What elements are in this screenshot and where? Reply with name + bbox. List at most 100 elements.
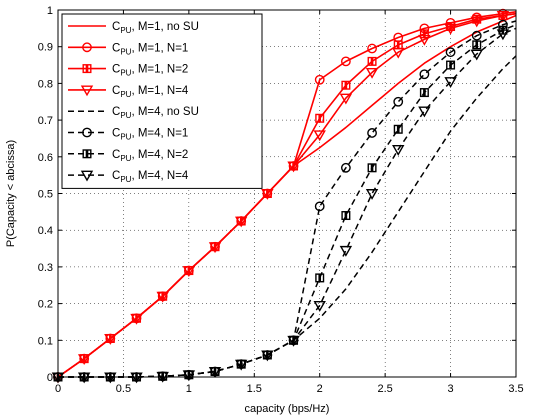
y-tick-label: 0.4 [38, 225, 53, 237]
data-point [419, 69, 430, 80]
legend-item: CPU, M=4, N=1 [68, 128, 188, 142]
series-8 [51, 27, 517, 384]
data-point [418, 34, 431, 46]
y-tick-label: 0.9 [38, 42, 53, 54]
plot-frame [57, 9, 517, 378]
x-tick-label: 3.5 [508, 383, 523, 395]
legend-box [61, 13, 263, 189]
data-point [496, 29, 510, 41]
legend-item: CPU, M=1, no SU [68, 21, 199, 35]
legend-marker [82, 42, 92, 53]
legend-marker-fill [85, 150, 89, 158]
data-point [445, 47, 456, 58]
x-tick-label: 1.5 [247, 383, 262, 395]
data-point [314, 74, 325, 85]
legend-label: CPU, M=1, N=4 [112, 85, 189, 99]
data-point [340, 162, 351, 173]
data-point [234, 359, 248, 371]
x-tick-label: 2.5 [377, 383, 392, 395]
data-point-fill [396, 41, 400, 49]
data-point [444, 77, 457, 88]
data-point-fill [370, 57, 374, 66]
data-point [208, 242, 222, 254]
data-point-fill [475, 15, 479, 23]
data-point [182, 266, 196, 277]
data-point-fill [449, 61, 452, 69]
legend-marker-fill [85, 64, 89, 73]
y-tick-label: 0.5 [38, 189, 53, 201]
data-point [393, 96, 404, 107]
legend-label: CPU, M=4, N=2 [112, 149, 188, 163]
data-point [156, 291, 169, 303]
legend-label: CPU, M=4, N=4 [112, 170, 189, 184]
data-point [261, 189, 274, 200]
legend-item: CPU, M=1, N=2 [68, 64, 188, 78]
data-point [496, 11, 510, 22]
data-point [313, 130, 326, 142]
x-tick-label: 0.5 [116, 383, 131, 395]
data-point [392, 145, 405, 156]
data-point [208, 367, 222, 378]
data-point [367, 43, 377, 54]
series-line [58, 27, 517, 378]
data-point [340, 56, 351, 67]
data-point [287, 335, 300, 347]
axis-ticks: 0 0.5 1 1.5 2 2.5 3 3.5 0 0.1 0.2 0.3 0.4 0.5 0.6 0.7 0.… [38, 5, 524, 395]
data-point-fill [318, 114, 322, 123]
x-tick-label: 3 [448, 383, 454, 395]
data-point [77, 354, 91, 366]
legend-label: CPU, M=1, N=2 [112, 64, 188, 78]
y-tick-label: 0.2 [38, 299, 53, 311]
data-point [104, 372, 117, 384]
data-point [365, 189, 379, 200]
legend: CPU, M=1, no SU CPU, M=1, N=1 CPU, M=1, N=… [61, 13, 263, 189]
data-point-fill [423, 88, 426, 97]
series-line [57, 12, 517, 378]
x-tick-label: 2 [317, 383, 323, 395]
y-tick-label: 0.1 [38, 335, 53, 347]
y-tick-label: 0.6 [38, 152, 53, 164]
x-axis-label: capacity (bps/Hz) [245, 403, 330, 415]
x-tick-label: 0 [55, 383, 61, 395]
data-point-fill [213, 367, 217, 376]
legend-item: CPU, M=1, N=4 [68, 85, 189, 99]
legend-marker [82, 127, 92, 138]
data-point [471, 30, 482, 41]
data-point-fill [370, 164, 374, 172]
data-point [470, 49, 483, 61]
legend-label: CPU, M=4, no SU [112, 106, 199, 120]
data-point [104, 334, 117, 345]
data-point-fill [475, 41, 479, 49]
y-tick-label: 0.3 [38, 262, 53, 274]
data-point [339, 93, 353, 105]
data-point-fill [318, 274, 322, 282]
legend-item: CPU, M=4, no SU [68, 106, 199, 120]
legend-item: CPU, M=4, N=4 [68, 170, 189, 184]
legend-label: CPU, M=1, N=1 [112, 42, 188, 56]
y-tick-label: 0 [47, 372, 53, 384]
data-point [365, 67, 379, 79]
series-4 [51, 11, 517, 384]
legend-label: CPU, M=4, N=1 [112, 128, 188, 142]
data-point [367, 128, 377, 138]
data-point [130, 372, 143, 384]
legend-marker [80, 170, 94, 182]
y-tick-label: 0.8 [38, 78, 53, 90]
data-point [313, 300, 326, 312]
data-point-fill [344, 211, 348, 220]
data-point [418, 106, 431, 118]
data-point-fill [396, 125, 400, 134]
x-tick-label: 1 [186, 383, 192, 395]
data-point [444, 23, 457, 35]
data-point [287, 161, 300, 173]
data-point-fill [449, 22, 452, 31]
data-point-fill [423, 30, 426, 38]
y-tick-label: 1 [47, 5, 53, 17]
data-point [234, 216, 248, 228]
legend-item: CPU, M=1, N=1 [68, 42, 188, 56]
legend-marker [80, 85, 94, 97]
data-point [470, 16, 483, 28]
data-point [261, 350, 274, 362]
data-point [314, 201, 325, 212]
